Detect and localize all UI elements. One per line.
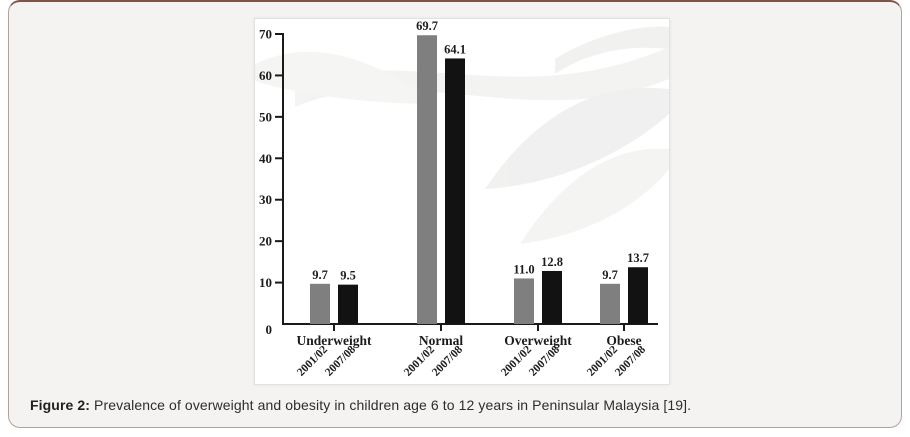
x-category-label: Underweight <box>297 333 372 348</box>
y-tick-label: 10 <box>259 275 272 290</box>
bar-value-label: 9.7 <box>312 268 328 282</box>
figure-caption-text: Prevalence of overweight and obesity in … <box>94 397 692 413</box>
bar-chart: 010203040506070Underweight9.72001/029.52… <box>255 19 669 379</box>
bar-value-label: 9.7 <box>602 268 618 282</box>
x-category-label: Obese <box>606 333 641 348</box>
bar-value-label: 69.7 <box>416 19 438 33</box>
y-tick-label: 40 <box>259 151 272 166</box>
bar <box>542 270 562 324</box>
figure-caption: Figure 2: Prevalence of overweight and o… <box>30 397 691 413</box>
bar <box>338 284 358 324</box>
bar <box>417 35 437 324</box>
y-tick-label: 20 <box>259 234 272 249</box>
bar <box>628 267 648 324</box>
figure-caption-label: Figure 2: <box>30 397 91 413</box>
bar <box>310 283 330 324</box>
series-period-label: 2007/08 <box>323 343 358 378</box>
bar-value-label: 64.1 <box>444 42 466 56</box>
y-tick-label: 0 <box>266 322 273 337</box>
watermark-decoration <box>255 26 669 244</box>
series-period-label: 2007/08 <box>613 343 648 378</box>
bar <box>514 278 534 324</box>
bar-value-label: 9.5 <box>340 269 356 283</box>
x-category-label: Overweight <box>504 333 572 348</box>
bar <box>600 283 620 324</box>
y-tick-label: 30 <box>259 192 272 207</box>
y-tick-label: 50 <box>259 109 272 124</box>
y-tick-label: 60 <box>259 68 272 83</box>
bar <box>445 58 465 324</box>
bar-value-label: 13.7 <box>627 251 649 265</box>
figure-card: 0 10 20 30 40 50 60 70 Underweight 9.7 2001/02 9.5 2… <box>8 0 902 428</box>
y-tick-label: 70 <box>259 27 272 42</box>
bar-value-label: 11.0 <box>513 262 534 276</box>
x-category-label: Normal <box>419 333 463 348</box>
series-period-label: 2007/08 <box>430 343 465 378</box>
bar-value-label: 12.8 <box>541 255 563 269</box>
chart-image-panel: 0 10 20 30 40 50 60 70 Underweight 9.7 2001/02 9.5 2… <box>254 18 670 385</box>
series-period-label: 2007/08 <box>527 343 562 378</box>
